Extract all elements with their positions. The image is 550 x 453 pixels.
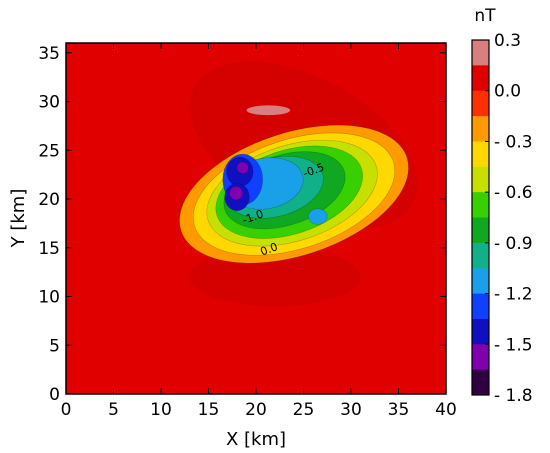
contour-band-12	[307, 208, 328, 225]
x-tick-label: 25	[293, 400, 315, 420]
contour-label-2: 0.0	[259, 240, 280, 258]
colorbar-swatch-12	[472, 344, 489, 371]
y-tick-label: 10	[38, 288, 60, 308]
colorbar-tick-label: - 1.5	[494, 335, 533, 355]
x-tick-label: 5	[108, 400, 119, 420]
x-tick-label: 0	[61, 400, 72, 420]
colorbar: 0.3 0.0 - 0.3 - 0.6 - 0.9 - 1.2 - 1.5 - 1.8	[471, 31, 533, 406]
colorbar-tick-label: 0.0	[494, 82, 521, 102]
colorbar-swatch-5	[472, 166, 489, 193]
colorbar-tick-label: - 0.3	[494, 132, 533, 152]
colorbar-swatch-9	[472, 268, 489, 295]
y-axis-label: Y [km]	[8, 189, 29, 249]
y-tick-label: 5	[49, 336, 60, 356]
y-tick-label: 30	[38, 93, 60, 113]
y-tick-label: 20	[38, 190, 60, 210]
colorbar-swatch-2	[472, 90, 489, 117]
colorbar-swatch-3	[472, 116, 489, 142]
colorbar-swatch-10	[472, 293, 489, 320]
colorbar-tick-label: 0.3	[494, 31, 521, 51]
colorbar-tick-label: - 1.2	[494, 285, 533, 305]
colorbar-frame	[471, 39, 490, 396]
y-tick-label: 25	[38, 141, 60, 161]
colorbar-tick-label: - 0.6	[494, 183, 533, 203]
colorbar-swatch-1	[472, 65, 489, 92]
x-tick-label: 20	[245, 400, 267, 420]
x-tick-label: 40	[435, 400, 457, 420]
x-tick-label: 10	[150, 400, 172, 420]
x-axis-ticks: 0 5 10 15 20 25 30 35 40	[61, 43, 457, 420]
x-tick-label: 15	[198, 400, 220, 420]
colorbar-swatch-8	[472, 242, 489, 269]
y-axis-ticks: 0 5 10 15 20 25 30 35	[38, 44, 446, 405]
y-tick-label: 15	[38, 239, 60, 259]
y-tick-label: 35	[38, 44, 60, 64]
x-axis-label: X [km]	[226, 429, 286, 450]
colorbar-swatch-4	[472, 141, 489, 168]
colorbar-swatch-0	[472, 40, 489, 66]
colorbar-unit-label: nT	[474, 6, 496, 26]
colorbar-swatch-13	[472, 369, 489, 396]
low-halo-lower	[189, 247, 361, 307]
colorbar-swatch-7	[472, 217, 489, 244]
y-tick-label: 0	[49, 385, 60, 405]
colorbar-swatch-6	[472, 192, 489, 218]
colorbar-swatch-11	[472, 318, 489, 345]
contour-band-11	[236, 161, 249, 174]
x-tick-label: 35	[388, 400, 410, 420]
field-bands-layer	[179, 105, 409, 264]
positive-lobe-0	[246, 105, 291, 116]
x-tick-label: 30	[340, 400, 362, 420]
contour-band-10	[229, 186, 244, 201]
colorbar-tick-label: - 1.8	[494, 386, 533, 406]
contour-plot-area	[66, 43, 446, 394]
colorbar-tick-label: - 0.9	[494, 234, 533, 254]
